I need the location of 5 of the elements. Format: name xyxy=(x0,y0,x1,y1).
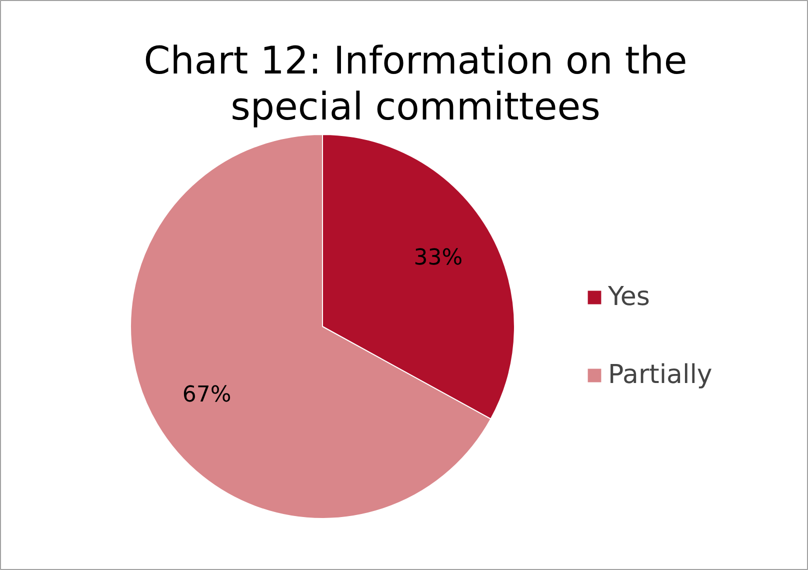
data-label: 67% xyxy=(182,382,232,408)
legend-label: Yes xyxy=(608,282,650,312)
legend-label: Partially xyxy=(608,360,712,390)
data-label: 33% xyxy=(414,246,463,271)
chart-title: Chart 12: Information on the special committees xyxy=(144,38,688,128)
